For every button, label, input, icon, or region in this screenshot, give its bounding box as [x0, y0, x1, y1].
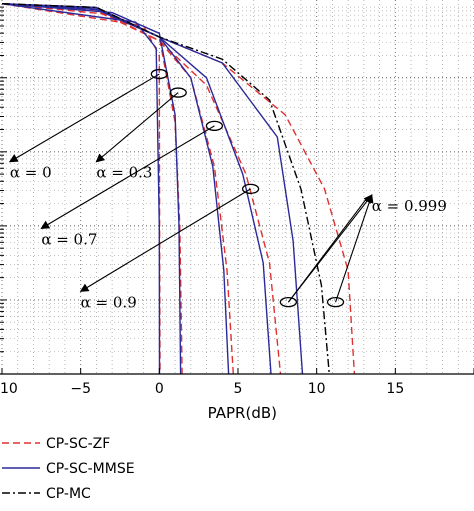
annotation-marker-1 — [169, 87, 187, 98]
legend: CP-SC-ZF CP-SC-MMSE CP-MC — [2, 436, 135, 502]
series-1-curve-2 — [1, 3, 230, 375]
series-0-curve-1 — [1, 3, 183, 375]
annotation-marker-4 — [279, 297, 297, 308]
annotation-arrow-3 — [79, 188, 251, 292]
annotation-arrow-2 — [40, 125, 215, 229]
x-tick-label-0: 10 — [0, 381, 18, 397]
annotation-marker-0 — [150, 68, 168, 80]
annotation-label-3: α = 0.9 — [81, 293, 137, 311]
series-2-curve-0 — [1, 3, 330, 375]
series-1-curve-1 — [1, 3, 182, 375]
legend-label-0: CP-SC-ZF — [46, 436, 110, 452]
x-axis-label: PAPR(dB) — [208, 404, 277, 422]
series-0-curve-2 — [1, 3, 234, 375]
annotation-label-4: α = 0.999 — [372, 197, 447, 215]
annotation-label-0: α = 0 — [10, 164, 52, 182]
x-tick-label-5: 15 — [386, 381, 404, 397]
series-1-curve-0 — [1, 3, 161, 375]
series-1-curve-4 — [1, 3, 304, 375]
x-tick-label-2: 0 — [155, 381, 164, 397]
grid — [1, 0, 474, 375]
series-1-curve-3 — [1, 3, 272, 375]
annotations: α = 0 α = 0.3 α = 0.7 α = 0.9 α = 0.999 — [8, 68, 447, 311]
annotation-arrow-4-b — [335, 194, 374, 303]
annotation-marker-3 — [241, 183, 260, 195]
x-tick-label-4: 10 — [308, 381, 326, 397]
annotation-marker-4-b — [326, 297, 345, 308]
annotation-arrow-0 — [8, 73, 160, 163]
series-0-curve-4 — [1, 3, 356, 375]
x-tick-label-1: −5 — [70, 381, 91, 397]
curves — [1, 3, 356, 375]
annotation-arrow-1 — [95, 92, 179, 163]
annotation-marker-2 — [205, 120, 224, 132]
annotation-label-2: α = 0.7 — [41, 230, 97, 248]
series-0-curve-3 — [1, 3, 282, 375]
legend-label-2: CP-MC — [46, 486, 91, 502]
x-tick-label-3: 5 — [234, 381, 243, 397]
legend-label-1: CP-SC-MMSE — [46, 461, 135, 477]
annotation-label-1: α = 0.3 — [96, 164, 152, 182]
annotation-arrow-4-c — [287, 196, 369, 303]
axes: 10−505101520PAPR(dB) — [0, 6, 474, 422]
